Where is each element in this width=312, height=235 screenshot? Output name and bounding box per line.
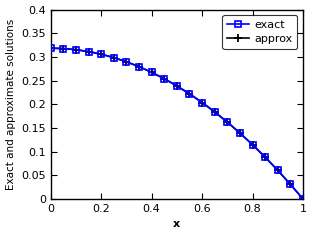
X-axis label: x: x	[173, 219, 180, 229]
Legend: exact, approx: exact, approx	[222, 15, 297, 49]
Y-axis label: Exact and approximate solutions: Exact and approximate solutions	[6, 19, 16, 190]
